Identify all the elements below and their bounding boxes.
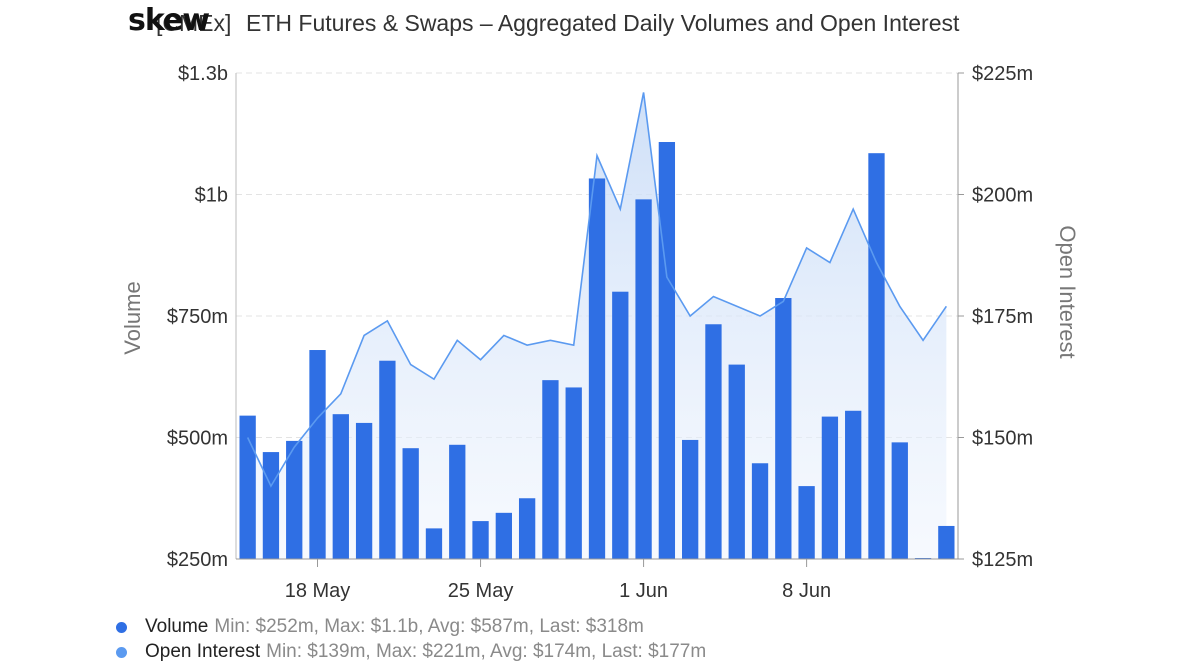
legend-open-interest-name: Open Interest [145,641,261,662]
volume-bar [495,512,512,559]
volume-legend-dot [116,621,127,633]
y-axis-left-title: Volume [120,281,145,354]
volume-bar [518,498,536,559]
skew-logo: skew [128,3,209,38]
x-tick-label: 25 May [448,580,514,602]
volume-bar [402,448,419,559]
legend-volume-name: Volume [145,616,209,637]
volume-bar [286,440,303,559]
y-right-tick-label: $150m [972,428,1033,450]
volume-bar [612,291,629,559]
volume-bar [775,298,792,559]
volume-bar [309,350,326,559]
open-interest-line [246,92,948,488]
header: [CMEx] ETH Futures & Swaps – Aggregated … [128,3,960,38]
chart-title: ETH Futures & Swaps – Aggregated Daily V… [246,10,960,36]
x-tick-label: 8 Jun [782,580,831,602]
volume-bar [728,364,745,559]
axes: $250m $125m $500m $150m $750m $175m $1b $200m $1… [167,63,1033,602]
volume-bar [542,380,559,559]
volume-bar [798,486,815,559]
volume-bar [425,528,443,559]
volume-bar [262,452,280,559]
open-interest-line-layer [246,92,948,488]
legend-item-volume[interactable]: Volume Min: $252m, Max: $1.1b, Avg: $587… [116,616,644,638]
volume-bar [355,422,373,559]
volume-bar [891,442,908,559]
volume-bar [588,178,606,559]
legend-item-open-interest[interactable]: Open Interest Min: $139m, Max: $221m, Av… [116,641,706,663]
volume-bar [658,142,676,559]
y-right-tick-label: $175m [972,306,1033,328]
y-left-tick-label: $500m [167,428,228,450]
volume-bar [379,360,396,559]
volume-bar [845,410,862,559]
volume-bar [751,463,769,559]
volume-bar [472,521,489,559]
y-left-tick-label: $250m [167,549,228,571]
volume-bars [239,142,955,560]
y-right-tick-label: $125m [972,549,1033,571]
y-axis-right-title: Open Interest [1055,225,1080,358]
y-left-tick-label: $750m [167,306,228,328]
y-left-tick-label: $1.3b [178,63,228,85]
y-right-tick-label: $200m [972,185,1033,207]
y-left-tick-label: $1b [195,185,228,207]
volume-bar [868,153,885,559]
volume-bar [565,387,582,559]
chart-title-prefix: [CMEx] [156,10,231,36]
volume-bar [705,324,722,559]
volume-bar [682,439,699,559]
x-tick-label: 18 May [285,580,351,602]
volume-bar [938,525,955,559]
legend-open-interest-stats: Min: $139m, Max: $221m, Avg: $174m, Last… [266,641,707,662]
x-tick-label: 1 Jun [619,580,668,602]
open-interest-legend-dot [116,646,127,658]
y-right-tick-label: $225m [972,63,1033,85]
volume-bar [332,414,349,559]
volume-bar [239,415,256,559]
volume-bar [635,199,652,560]
legend-volume-stats: Min: $252m, Max: $1.1b, Avg: $587m, Last… [214,616,644,637]
volume-bar [449,444,466,559]
volume-bar [821,416,839,559]
